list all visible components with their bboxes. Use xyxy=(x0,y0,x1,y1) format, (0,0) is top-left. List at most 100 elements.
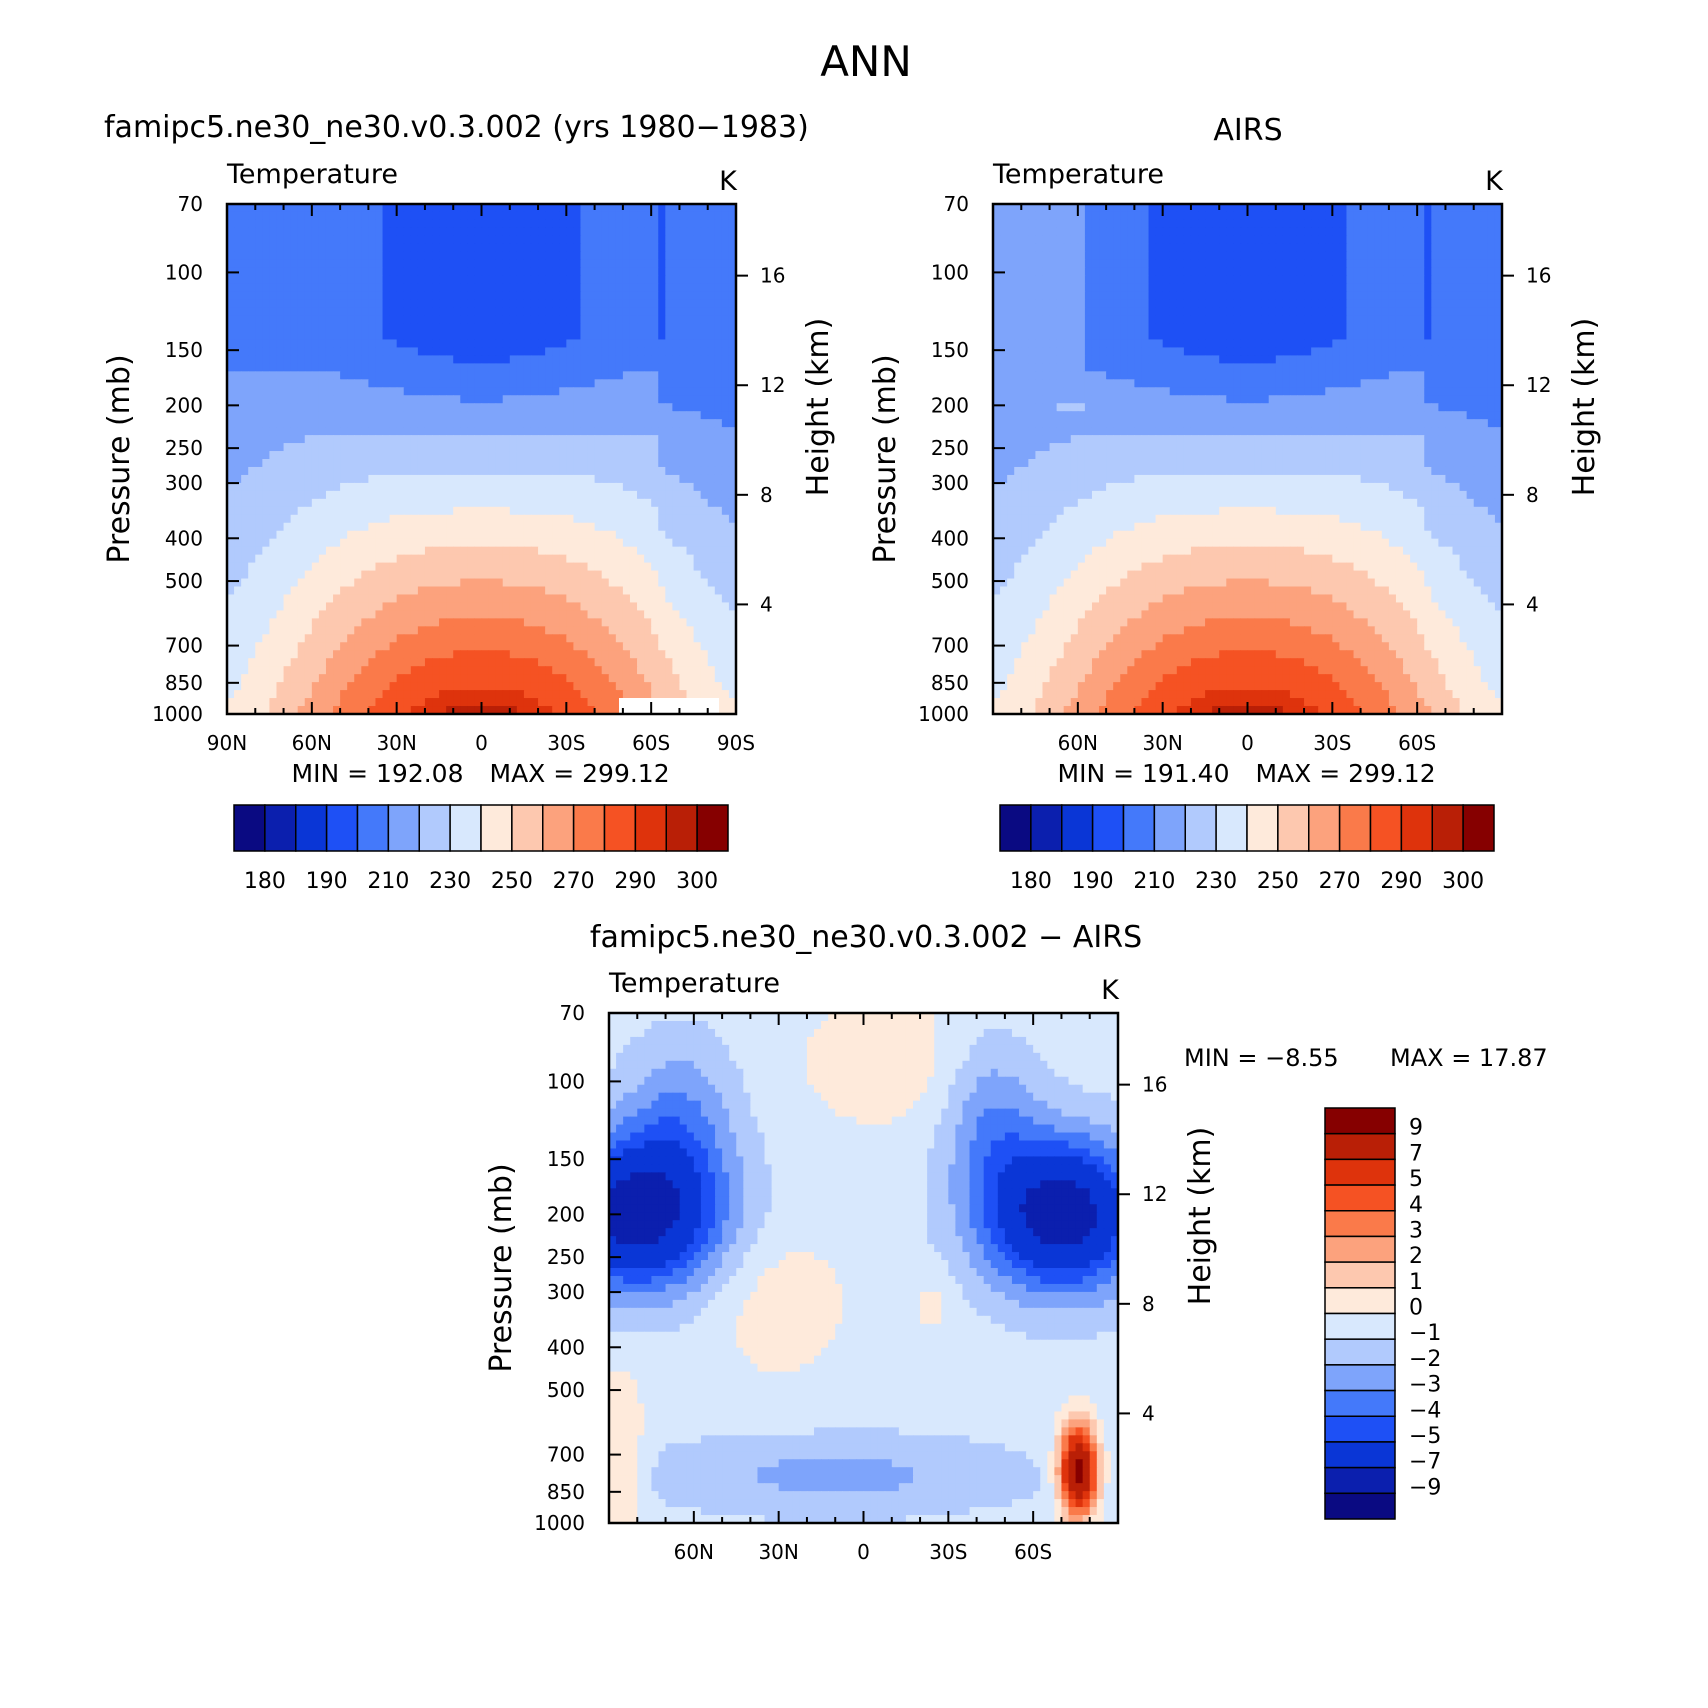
field-cell xyxy=(368,204,377,213)
field-cell xyxy=(354,251,362,261)
field-cell xyxy=(488,259,497,269)
field-cell xyxy=(679,451,688,460)
field-cell xyxy=(608,578,617,588)
field-cell xyxy=(559,594,567,604)
field-cell xyxy=(566,283,574,293)
field-cell xyxy=(248,331,256,341)
field-cell xyxy=(453,363,461,372)
field-cell xyxy=(728,482,737,492)
field-cell xyxy=(347,379,355,388)
field-cell xyxy=(566,562,574,572)
field-cell xyxy=(368,307,377,317)
field-cell xyxy=(276,554,285,564)
field-cell xyxy=(276,459,285,468)
field-cell xyxy=(382,419,391,428)
field-cell xyxy=(227,474,235,484)
field-cell xyxy=(502,650,511,659)
field-cell xyxy=(502,307,511,317)
field-cell xyxy=(672,690,681,699)
field-cell xyxy=(460,634,468,643)
field-cell xyxy=(375,459,384,468)
field-cell xyxy=(340,666,348,675)
field-cell xyxy=(693,315,702,325)
field-cell xyxy=(601,243,610,253)
field-cell xyxy=(693,474,702,484)
field-cell xyxy=(481,283,490,293)
field-cell xyxy=(396,419,405,428)
field-cell xyxy=(439,251,447,261)
field-cell xyxy=(347,299,355,309)
field-cell xyxy=(354,626,362,635)
field-cell xyxy=(347,427,355,436)
field-cell xyxy=(714,506,723,516)
field-cell xyxy=(227,323,235,333)
field-cell xyxy=(552,251,560,261)
field-cell xyxy=(601,498,610,508)
field-cell xyxy=(1000,219,1008,229)
field-cell xyxy=(262,586,271,596)
field-cell xyxy=(297,419,306,428)
field-cell xyxy=(545,283,553,293)
field-cell xyxy=(488,658,497,667)
field-cell xyxy=(276,387,285,396)
field-cell xyxy=(587,259,596,269)
field-cell xyxy=(304,459,313,468)
field-cell xyxy=(587,251,596,261)
field-cell xyxy=(488,331,497,341)
field-cell xyxy=(361,682,369,691)
field-cell xyxy=(354,307,362,317)
field-cell xyxy=(262,204,271,213)
field-cell xyxy=(255,387,263,396)
field-cell xyxy=(460,243,468,253)
field-cell xyxy=(297,498,306,508)
field-cell xyxy=(644,490,652,500)
field-cell xyxy=(290,618,299,627)
field-cell xyxy=(672,363,681,372)
field-cell xyxy=(1367,227,1376,237)
field-cell xyxy=(368,610,377,619)
field-cell xyxy=(580,610,589,619)
field-cell xyxy=(516,522,525,532)
field-cell xyxy=(368,331,377,341)
field-cell xyxy=(1388,227,1397,237)
field-cell xyxy=(297,275,306,285)
field-cell xyxy=(559,682,567,691)
field-cell xyxy=(679,514,688,524)
field-cell xyxy=(234,251,242,261)
field-cell xyxy=(502,538,511,548)
field-cell xyxy=(488,482,497,492)
field-cell xyxy=(1148,219,1157,229)
field-cell xyxy=(594,482,603,492)
field-cell xyxy=(686,610,695,619)
field-cell xyxy=(297,690,306,699)
field-cell xyxy=(658,275,666,285)
field-cell xyxy=(347,219,355,229)
field-cell xyxy=(269,331,278,341)
field-cell xyxy=(255,435,263,444)
field-cell xyxy=(481,594,490,604)
field-cell xyxy=(1091,219,1100,229)
field-cell xyxy=(410,219,419,229)
field-cell xyxy=(389,514,398,524)
field-cell xyxy=(629,602,638,612)
field-cell xyxy=(446,227,454,237)
field-cell xyxy=(276,506,285,516)
field-cell xyxy=(545,411,553,420)
field-cell xyxy=(297,403,306,412)
field-cell xyxy=(234,618,242,627)
field-cell xyxy=(601,395,610,404)
field-cell xyxy=(523,690,532,699)
field-cell xyxy=(651,514,659,524)
field-cell xyxy=(375,219,384,229)
field-cell xyxy=(700,602,709,612)
field-cell xyxy=(651,323,659,333)
field-cell xyxy=(318,355,327,364)
field-cell xyxy=(283,427,292,436)
field-cell xyxy=(714,235,723,245)
field-cell xyxy=(432,618,440,627)
field-cell xyxy=(721,498,730,508)
field-cell xyxy=(340,538,348,548)
field-cell xyxy=(622,379,631,388)
field-cell xyxy=(318,363,327,372)
field-cell xyxy=(432,506,440,516)
